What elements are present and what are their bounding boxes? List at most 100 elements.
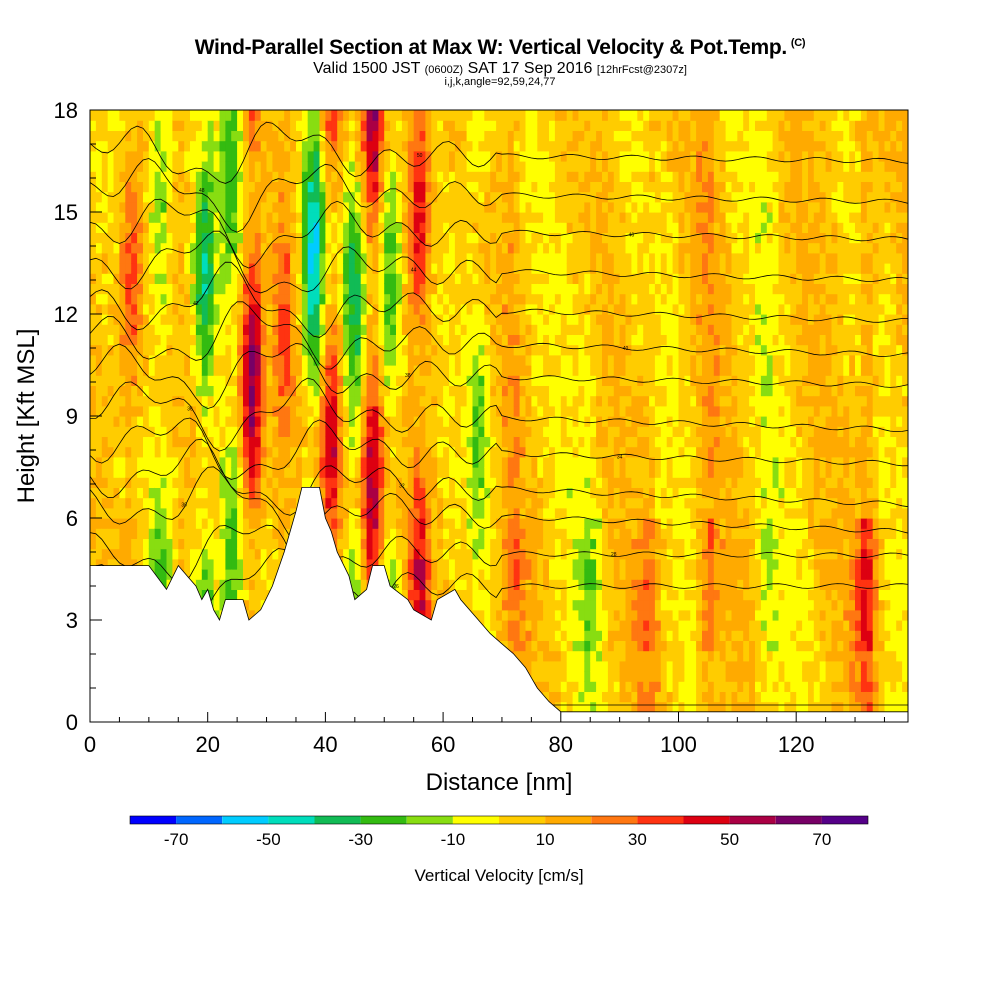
velocity-cell [425,538,432,550]
velocity-cell [148,232,156,244]
velocity-cell [101,120,109,131]
velocity-cell [243,324,250,335]
velocity-cell [243,354,250,366]
velocity-cell [101,130,109,142]
velocity-cell [248,242,256,254]
velocity-cell [195,395,203,407]
velocity-cell [507,283,515,295]
velocity-cell [484,110,491,121]
velocity-cell [537,120,544,131]
velocity-cell [207,150,215,162]
velocity-cell [272,212,279,223]
velocity-cell [496,140,503,152]
velocity-cell [166,538,173,550]
velocity-cell [572,467,580,478]
velocity-cell [484,354,491,366]
velocity-cell [90,232,97,244]
velocity-cell [401,171,409,182]
velocity-cell [201,487,209,499]
velocity-cell [143,395,150,407]
velocity-cell [401,110,409,121]
velocity-cell [572,130,580,142]
velocity-cell [254,354,262,366]
velocity-cell [513,161,521,172]
velocity-cell [231,324,238,335]
velocity-cell [119,252,126,264]
velocity-cell [490,110,497,121]
velocity-cell [478,456,485,468]
velocity-cell [490,548,497,560]
velocity-cell [437,273,444,284]
velocity-cell [466,212,474,223]
velocity-cell [172,150,179,162]
velocity-cell [378,222,385,233]
velocity-cell [160,426,168,437]
velocity-cell [437,303,444,315]
velocity-cell [237,558,244,570]
velocity-cell [419,140,427,152]
velocity-cell [219,569,226,580]
velocity-cell [154,446,162,458]
velocity-cell [201,538,209,550]
velocity-cell [266,344,273,356]
velocity-cell [407,579,415,590]
velocity-cell [143,314,150,325]
velocity-cell [219,548,226,560]
velocity-cell [443,130,450,142]
velocity-cell [184,201,191,213]
velocity-cell [449,120,456,131]
velocity-cell [266,446,273,458]
velocity-cell [537,650,544,662]
velocity-cell [160,161,168,172]
velocity-cell [425,497,432,509]
velocity-cell [413,171,421,182]
velocity-cell [425,548,432,560]
velocity-cell [572,650,580,662]
velocity-cell [472,334,479,346]
velocity-cell [237,385,244,397]
velocity-cell [207,507,215,519]
velocity-cell [296,344,303,356]
velocity-cell [454,538,462,550]
velocity-cell [95,314,103,325]
velocity-cell [566,365,574,376]
velocity-cell [190,324,197,335]
velocity-cell [296,314,303,325]
velocity-cell [166,354,173,366]
velocity-cell [95,171,103,182]
velocity-cell [537,242,544,254]
velocity-cell [466,293,474,305]
velocity-cell [560,507,568,519]
velocity-cell [137,456,144,468]
velocity-cell [95,130,103,142]
velocity-cell [348,528,356,539]
velocity-cell [378,181,385,193]
velocity-cell [519,314,527,325]
velocity-cell [507,518,515,529]
velocity-cell [401,191,409,203]
velocity-cell [207,446,215,458]
velocity-cell [113,293,120,305]
velocity-cell [372,222,379,233]
velocity-cell [401,242,409,254]
velocity-cell [190,467,197,478]
velocity-cell [466,548,474,560]
velocity-cell [454,303,462,315]
velocity-cell [260,528,268,539]
velocity-cell [543,660,550,672]
velocity-cell [101,232,109,244]
velocity-cell [313,405,321,417]
velocity-cell [337,497,344,509]
velocity-cell [525,579,532,590]
velocity-cell [478,416,485,427]
velocity-cell [290,385,297,397]
velocity-cell [160,222,168,233]
velocity-cell [107,477,115,488]
velocity-cell [160,334,168,346]
velocity-cell [566,181,574,193]
velocity-cell [507,212,515,223]
velocity-cell [401,232,409,244]
velocity-cell [266,252,273,264]
velocity-cell [325,222,332,233]
velocity-cell [284,120,291,131]
